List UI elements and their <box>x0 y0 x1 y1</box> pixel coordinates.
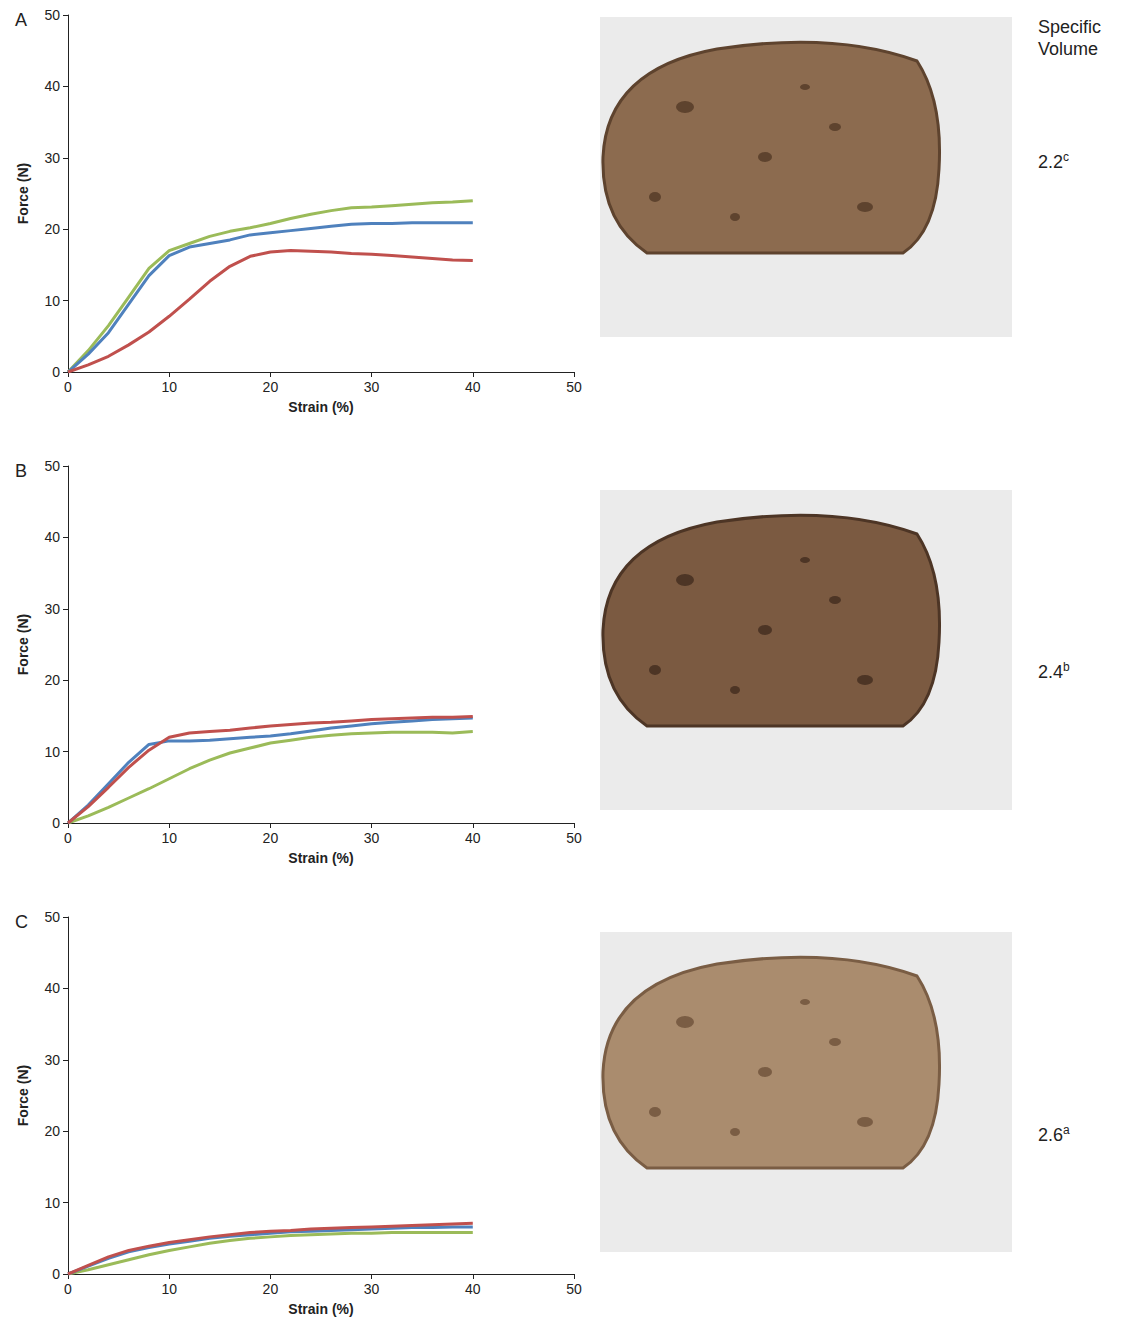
html-text:2.6a: 2.6a <box>1038 1123 1070 1145</box>
svg-text:20: 20 <box>263 379 279 395</box>
svg-text:50: 50 <box>566 379 582 395</box>
svg-text:Force (N): Force (N) <box>15 614 31 675</box>
svg-text:40: 40 <box>44 78 60 94</box>
svg-text:0: 0 <box>52 1266 60 1282</box>
svg-text:10: 10 <box>44 293 60 309</box>
svg-text:10: 10 <box>44 1195 60 1211</box>
svg-text:Strain (%): Strain (%) <box>288 1301 353 1317</box>
svg-text:10: 10 <box>161 379 177 395</box>
svg-text:50: 50 <box>44 7 60 23</box>
html-text:Specific Volume: Specific Volume <box>1038 17 1101 59</box>
svg-text:0: 0 <box>64 830 72 846</box>
svg-text:30: 30 <box>364 379 380 395</box>
svg-text:30: 30 <box>364 1281 380 1297</box>
svg-text:50: 50 <box>566 830 582 846</box>
svg-text:50: 50 <box>44 909 60 925</box>
svg-text:0: 0 <box>52 364 60 380</box>
svg-text:10: 10 <box>44 744 60 760</box>
svg-text:0: 0 <box>64 1281 72 1297</box>
svg-text:50: 50 <box>44 458 60 474</box>
svg-text:Strain (%): Strain (%) <box>288 850 353 866</box>
svg-text:20: 20 <box>44 1123 60 1139</box>
svg-text:40: 40 <box>44 529 60 545</box>
svg-text:10: 10 <box>161 830 177 846</box>
svg-text:10: 10 <box>161 1281 177 1297</box>
svg-text:30: 30 <box>44 1052 60 1068</box>
svg-text:50: 50 <box>566 1281 582 1297</box>
svg-text:Force (N): Force (N) <box>15 163 31 224</box>
html-text:2.2c: 2.2c <box>1038 150 1069 172</box>
svg-text:20: 20 <box>44 221 60 237</box>
svg-text:40: 40 <box>465 379 481 395</box>
svg-text:40: 40 <box>465 830 481 846</box>
svg-text:20: 20 <box>263 1281 279 1297</box>
svg-text:0: 0 <box>64 379 72 395</box>
svg-text:A: A <box>15 10 27 30</box>
svg-text:Strain (%): Strain (%) <box>288 399 353 415</box>
svg-text:20: 20 <box>44 672 60 688</box>
svg-text:C: C <box>15 912 28 932</box>
svg-text:40: 40 <box>44 980 60 996</box>
svg-text:40: 40 <box>465 1281 481 1297</box>
svg-text:0: 0 <box>52 815 60 831</box>
svg-text:20: 20 <box>263 830 279 846</box>
svg-text:Force (N): Force (N) <box>15 1065 31 1126</box>
html-text:2.4b: 2.4b <box>1038 660 1070 682</box>
svg-text:30: 30 <box>44 601 60 617</box>
svg-text:30: 30 <box>364 830 380 846</box>
svg-text:B: B <box>15 461 27 481</box>
svg-text:30: 30 <box>44 150 60 166</box>
